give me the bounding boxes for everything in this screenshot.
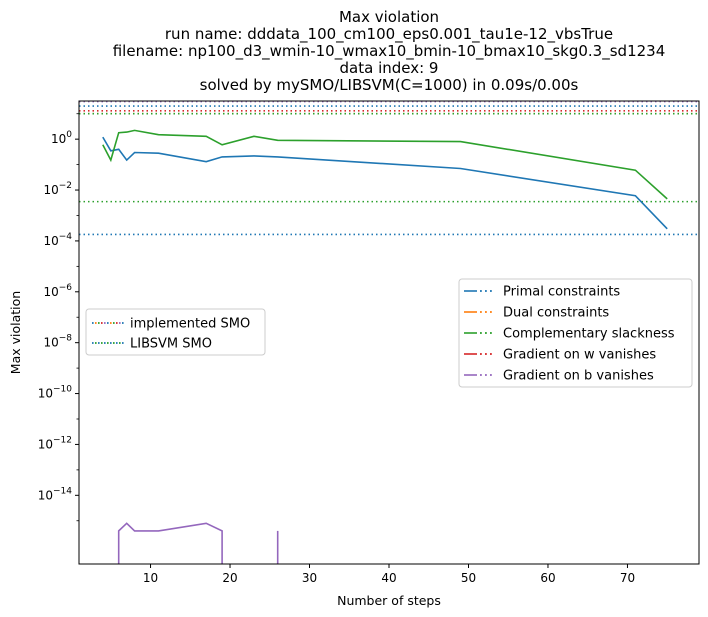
legend-entry-label: Dual constraints [503, 306, 609, 321]
x-tick-label: 60 [540, 571, 555, 585]
legend-box [85, 308, 266, 356]
y-tick-label: 10−8 [43, 334, 72, 350]
legend-entry-label: Primal constraints [503, 285, 620, 300]
legend-entry-label: LIBSVM SMO [130, 337, 212, 352]
y-tick-label: 100 [51, 130, 72, 146]
legend-handle [464, 353, 492, 355]
legend-box [458, 278, 693, 388]
legend-handle [464, 374, 492, 376]
legend-entry-label: Gradient on w vanishes [503, 348, 656, 363]
series-line-gradient-on-b-vanishes [117, 522, 223, 564]
x-tick-label: 40 [381, 571, 396, 585]
title-line: data index: 9 [340, 59, 439, 77]
legend-entry-label: implemented SMO [130, 317, 250, 332]
plot-area [79, 101, 699, 564]
y-tick-label: 10−4 [43, 232, 72, 248]
legend-smo-types: implemented SMO LIBSVM SMO [85, 308, 266, 356]
title-line: filename: np100_d3_wmin-10_wmax10_bmin-1… [113, 42, 666, 61]
legend-handle [464, 332, 492, 334]
y-tick-label: 10−10 [38, 385, 73, 401]
series-line-primal-constraints [102, 136, 668, 230]
x-tick-label: 10 [143, 571, 158, 585]
x-tick-label: 50 [461, 571, 476, 585]
title-line: run name: dddata_100_cm100_eps0.001_tau1… [165, 25, 613, 44]
legend-entry-label: Gradient on b vanishes [503, 369, 654, 384]
legend-handle [464, 311, 492, 313]
x-axis: 10 20 30 40 50 60 70 [143, 564, 635, 585]
legend-handle [92, 342, 124, 344]
y-axis: 100 10−2 10−4 10−6 10−8 10−10 10−12 10−14 [38, 113, 79, 522]
x-axis-label: Number of steps [337, 593, 441, 608]
legend-handle [92, 322, 124, 324]
legend-handle [464, 290, 492, 292]
y-tick-label: 10−12 [38, 435, 72, 451]
x-tick-label: 30 [302, 571, 317, 585]
series-line-complementary-slackness [102, 129, 668, 200]
y-axis-label: Max violation [8, 291, 23, 374]
title-line: Max violation [339, 8, 439, 26]
y-tick-label: 10−2 [43, 181, 72, 197]
y-tick-label: 10−6 [43, 283, 72, 299]
legend-series: Primal constraints Dual constraints Comple… [458, 278, 693, 388]
y-tick-label: 10−14 [38, 486, 73, 502]
x-tick-label: 20 [222, 571, 237, 585]
title-line: solved by mySMO/LIBSVM(C=1000) in 0.09s/… [200, 76, 579, 94]
legend-entry-label: Complementary slackness [503, 327, 675, 342]
x-tick-label: 70 [620, 571, 635, 585]
